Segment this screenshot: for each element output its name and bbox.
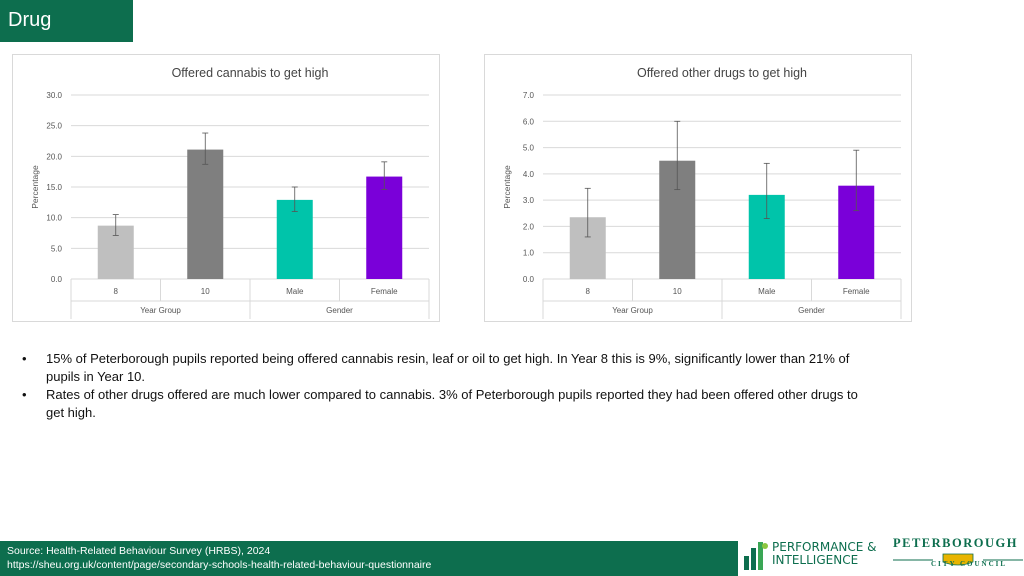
- chart-other-drugs: Offered other drugs to get high 0.0 1.0 2.0…: [484, 54, 912, 322]
- y-tick-label: 5.0: [51, 244, 63, 253]
- y-tick-label: 0.0: [51, 275, 63, 284]
- bullet-list: • 15% of Peterborough pupils reported be…: [22, 350, 862, 422]
- logo-council-name: PETERBOROUGH: [893, 536, 1018, 550]
- x-tick-label: 8: [586, 287, 591, 296]
- logo-line-1: PERFORMANCE &: [772, 540, 877, 554]
- chart-cannabis-svg: Offered cannabis to get high 0.0 5.0 10.0 15…: [30, 66, 430, 319]
- y-tick-label: 7.0: [523, 91, 535, 100]
- y-tick-label: 15.0: [46, 183, 62, 192]
- bar: [187, 149, 224, 279]
- y-tick-label: 4.0: [523, 170, 535, 179]
- y-tick-label: 1.0: [523, 249, 535, 258]
- bullet-item: • Rates of other drugs offered are much …: [22, 386, 862, 422]
- group-label: Gender: [798, 306, 825, 315]
- logo-line-2: INTELLIGENCE: [772, 553, 859, 567]
- bullet-item: • 15% of Peterborough pupils reported be…: [22, 350, 862, 386]
- group-label: Gender: [326, 306, 353, 315]
- bullet-text: Rates of other drugs offered are much lo…: [46, 387, 858, 420]
- bar-chart-icon: [744, 542, 768, 570]
- chart-cannabis: Offered cannabis to get high 0.0 5.0 10.0 15…: [12, 54, 440, 322]
- crest-icon: [893, 553, 1023, 566]
- x-tick-label: Male: [286, 287, 304, 296]
- x-tick-label: Male: [758, 287, 776, 296]
- bar: [276, 199, 313, 279]
- y-axis-label: Percentage: [502, 165, 512, 209]
- y-tick-label: 2.0: [523, 222, 535, 231]
- y-tick-label: 10.0: [46, 214, 62, 223]
- y-axis-label: Percentage: [30, 165, 40, 209]
- bullet-text: 15% of Peterborough pupils reported bein…: [46, 351, 850, 384]
- group-label: Year Group: [612, 306, 653, 315]
- bullet-icon: •: [22, 351, 27, 366]
- source-text: Source: Health-Related Behaviour Survey …: [7, 545, 271, 557]
- x-tick-label: Female: [843, 287, 870, 296]
- bar: [366, 176, 403, 279]
- source-url: https://sheu.org.uk/content/page/seconda…: [7, 559, 432, 571]
- group-label: Year Group: [140, 306, 181, 315]
- footer-source: Source: Health-Related Behaviour Survey …: [0, 541, 738, 576]
- page-title: Drug: [0, 0, 133, 42]
- logo-council-sub: CITY COUNCIL: [931, 560, 1008, 568]
- y-tick-label: 25.0: [46, 122, 62, 131]
- y-tick-label: 3.0: [523, 196, 535, 205]
- peterborough-logo: PETERBOROUGH CITY COUNCIL: [893, 533, 1024, 576]
- x-tick-label: Female: [371, 287, 398, 296]
- bullet-icon: •: [22, 387, 27, 402]
- y-tick-label: 5.0: [523, 144, 535, 153]
- x-tick-label: 10: [673, 287, 682, 296]
- performance-intelligence-logo: PERFORMANCE & INTELLIGENCE: [742, 538, 892, 574]
- chart-title: Offered cannabis to get high: [172, 66, 329, 80]
- x-tick-label: 10: [201, 287, 210, 296]
- x-tick-label: 8: [114, 287, 119, 296]
- chart-other-drugs-svg: Offered other drugs to get high 0.0 1.0 2.0…: [502, 66, 902, 319]
- y-tick-label: 20.0: [46, 152, 62, 161]
- y-tick-label: 30.0: [46, 91, 62, 100]
- y-tick-label: 6.0: [523, 117, 535, 126]
- chart-title: Offered other drugs to get high: [637, 66, 807, 80]
- y-tick-label: 0.0: [523, 275, 535, 284]
